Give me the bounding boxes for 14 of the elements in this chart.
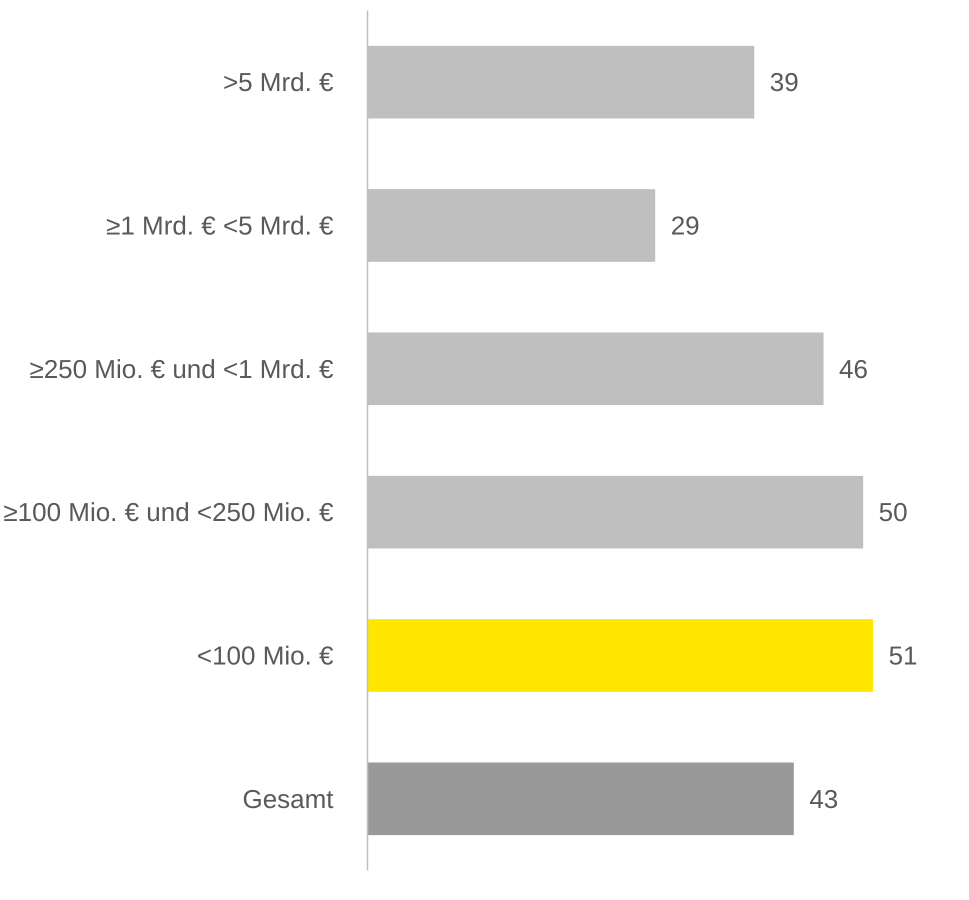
y-tick-label: <100 Mio. € xyxy=(196,640,334,670)
y-tick-label: Gesamt xyxy=(242,784,334,814)
y-tick-label: ≥100 Mio. € und <250 Mio. € xyxy=(3,497,334,528)
y-tick-label: ≥250 Mio. € und <1 Mrd. € xyxy=(29,354,334,384)
data-label: 39 xyxy=(770,67,799,98)
bar xyxy=(368,762,794,836)
y-tick-label: >5 Mrd. € xyxy=(222,67,334,98)
data-label: 29 xyxy=(670,210,700,240)
data-label: 50 xyxy=(878,497,908,528)
data-label: 46 xyxy=(839,354,868,384)
bar xyxy=(368,619,874,692)
data-label: 43 xyxy=(809,784,838,814)
y-tick-label: ≥1 Mrd. € <5 Mrd. € xyxy=(106,210,334,240)
data-label: 51 xyxy=(888,640,918,670)
